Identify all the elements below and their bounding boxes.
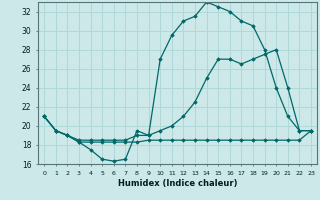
X-axis label: Humidex (Indice chaleur): Humidex (Indice chaleur)	[118, 179, 237, 188]
